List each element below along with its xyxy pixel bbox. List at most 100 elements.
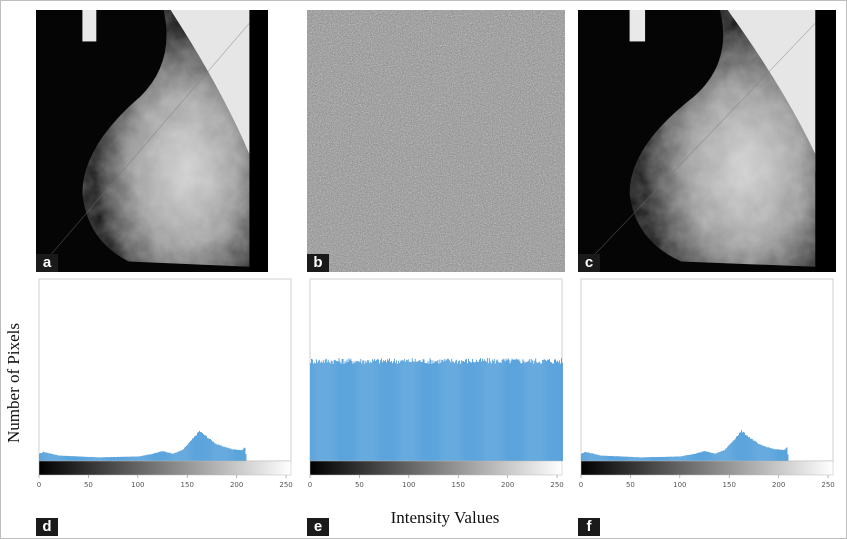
- histogram-bar: [551, 362, 552, 461]
- histogram-bar: [672, 456, 674, 461]
- histogram-bar: [439, 359, 441, 461]
- histogram-bar: [786, 447, 788, 461]
- histogram-bar: [722, 450, 724, 461]
- histogram-bar: [560, 363, 561, 461]
- histogram-bar: [226, 447, 228, 461]
- histogram-bar: [555, 359, 556, 461]
- histogram-bar: [394, 358, 395, 461]
- histogram-bar: [720, 451, 722, 461]
- histogram-bar: [414, 358, 416, 461]
- histogram-bar: [494, 363, 496, 461]
- histogram-bar: [84, 456, 86, 461]
- histogram-bar: [531, 359, 533, 461]
- histogram-bar: [632, 457, 634, 461]
- histogram-bar: [475, 362, 476, 461]
- histogram-bar: [234, 449, 236, 461]
- histogram-bar: [743, 431, 744, 461]
- histogram-bar: [342, 359, 344, 461]
- histogram-bar: [71, 456, 73, 461]
- histogram-bar: [537, 363, 539, 461]
- histogram-bar: [478, 361, 479, 461]
- histogram-bar: [429, 358, 431, 461]
- histogram-bar: [331, 361, 333, 461]
- histogram-bar: [599, 455, 601, 461]
- histogram-bar: [205, 435, 206, 461]
- histogram-bar: [449, 360, 451, 461]
- histogram-bar: [461, 360, 463, 461]
- histogram-bar: [123, 456, 124, 461]
- histogram-bar: [665, 456, 666, 461]
- panel-label-d: d: [36, 518, 58, 536]
- histogram-bar: [681, 456, 683, 461]
- histogram-bar: [763, 446, 765, 461]
- histogram-bar: [360, 359, 362, 461]
- histogram-bar: [754, 441, 756, 461]
- histogram-bar: [534, 360, 536, 461]
- histogram-bar: [708, 452, 710, 461]
- histogram-bar: [316, 362, 318, 461]
- histogram-bar: [442, 360, 444, 461]
- histogram-bar: [55, 454, 57, 461]
- histogram-bar: [355, 360, 357, 461]
- histogram-bar: [373, 360, 375, 461]
- histogram-bar: [78, 456, 80, 461]
- histogram-bar: [655, 457, 656, 461]
- histogram-bar: [522, 359, 524, 461]
- histogram-bar: [313, 362, 315, 461]
- histogram-bar: [170, 453, 172, 461]
- histogram-bar: [474, 362, 475, 461]
- histogram-bar: [358, 361, 360, 461]
- histogram-bar: [543, 359, 545, 461]
- histogram-bar: [615, 456, 617, 461]
- histogram-bar: [371, 362, 373, 461]
- histogram-bar: [344, 361, 346, 461]
- histogram-bar: [705, 451, 707, 461]
- histogram-bar: [86, 456, 88, 461]
- histogram-bar: [405, 359, 407, 461]
- histogram-bar: [654, 456, 655, 461]
- histogram-bar: [75, 456, 77, 461]
- histogram-bar: [597, 454, 599, 461]
- x-tick-label: 250: [279, 481, 292, 489]
- histogram-bar: [370, 361, 372, 461]
- histogram-bar: [377, 359, 379, 461]
- histogram-bar: [637, 457, 639, 461]
- histogram-bar: [394, 362, 396, 461]
- histogram-bar: [422, 359, 424, 461]
- histogram-bar: [42, 451, 44, 461]
- histogram-bar: [709, 452, 711, 461]
- histogram-bar: [492, 361, 494, 461]
- histogram-bar: [44, 452, 46, 461]
- histogram-bar: [90, 456, 92, 461]
- histogram-bar: [101, 457, 103, 461]
- histogram-bar: [642, 457, 644, 461]
- histogram-bar: [402, 360, 404, 461]
- histogram-bar: [493, 358, 495, 461]
- histogram-bar: [82, 456, 84, 461]
- histogram-bar: [736, 436, 737, 461]
- histogram-bar: [671, 456, 673, 461]
- histogram-bar: [245, 454, 247, 461]
- histogram-bar: [40, 453, 42, 461]
- histogram-bar: [482, 360, 484, 461]
- histogram-bar: [198, 432, 199, 461]
- histogram-bar: [508, 359, 510, 461]
- histogram-bar: [497, 361, 499, 461]
- histogram-bar: [598, 455, 600, 461]
- histogram-bar: [211, 441, 213, 461]
- histogram-bar: [505, 358, 507, 461]
- histogram-bar: [107, 457, 109, 461]
- histogram-bar: [530, 362, 532, 461]
- histogram-bar: [432, 360, 434, 461]
- histogram-bar: [150, 454, 152, 461]
- histogram-bar: [561, 358, 562, 461]
- histogram-bar: [783, 449, 785, 461]
- histogram-bar: [323, 362, 325, 461]
- histogram-bar: [665, 456, 667, 461]
- histogram-bar: [587, 452, 589, 461]
- histogram-bar: [79, 456, 81, 461]
- histogram-bar: [550, 361, 551, 461]
- histogram-bar: [462, 361, 464, 461]
- histogram-bar: [418, 360, 420, 461]
- histogram-bar: [623, 456, 625, 461]
